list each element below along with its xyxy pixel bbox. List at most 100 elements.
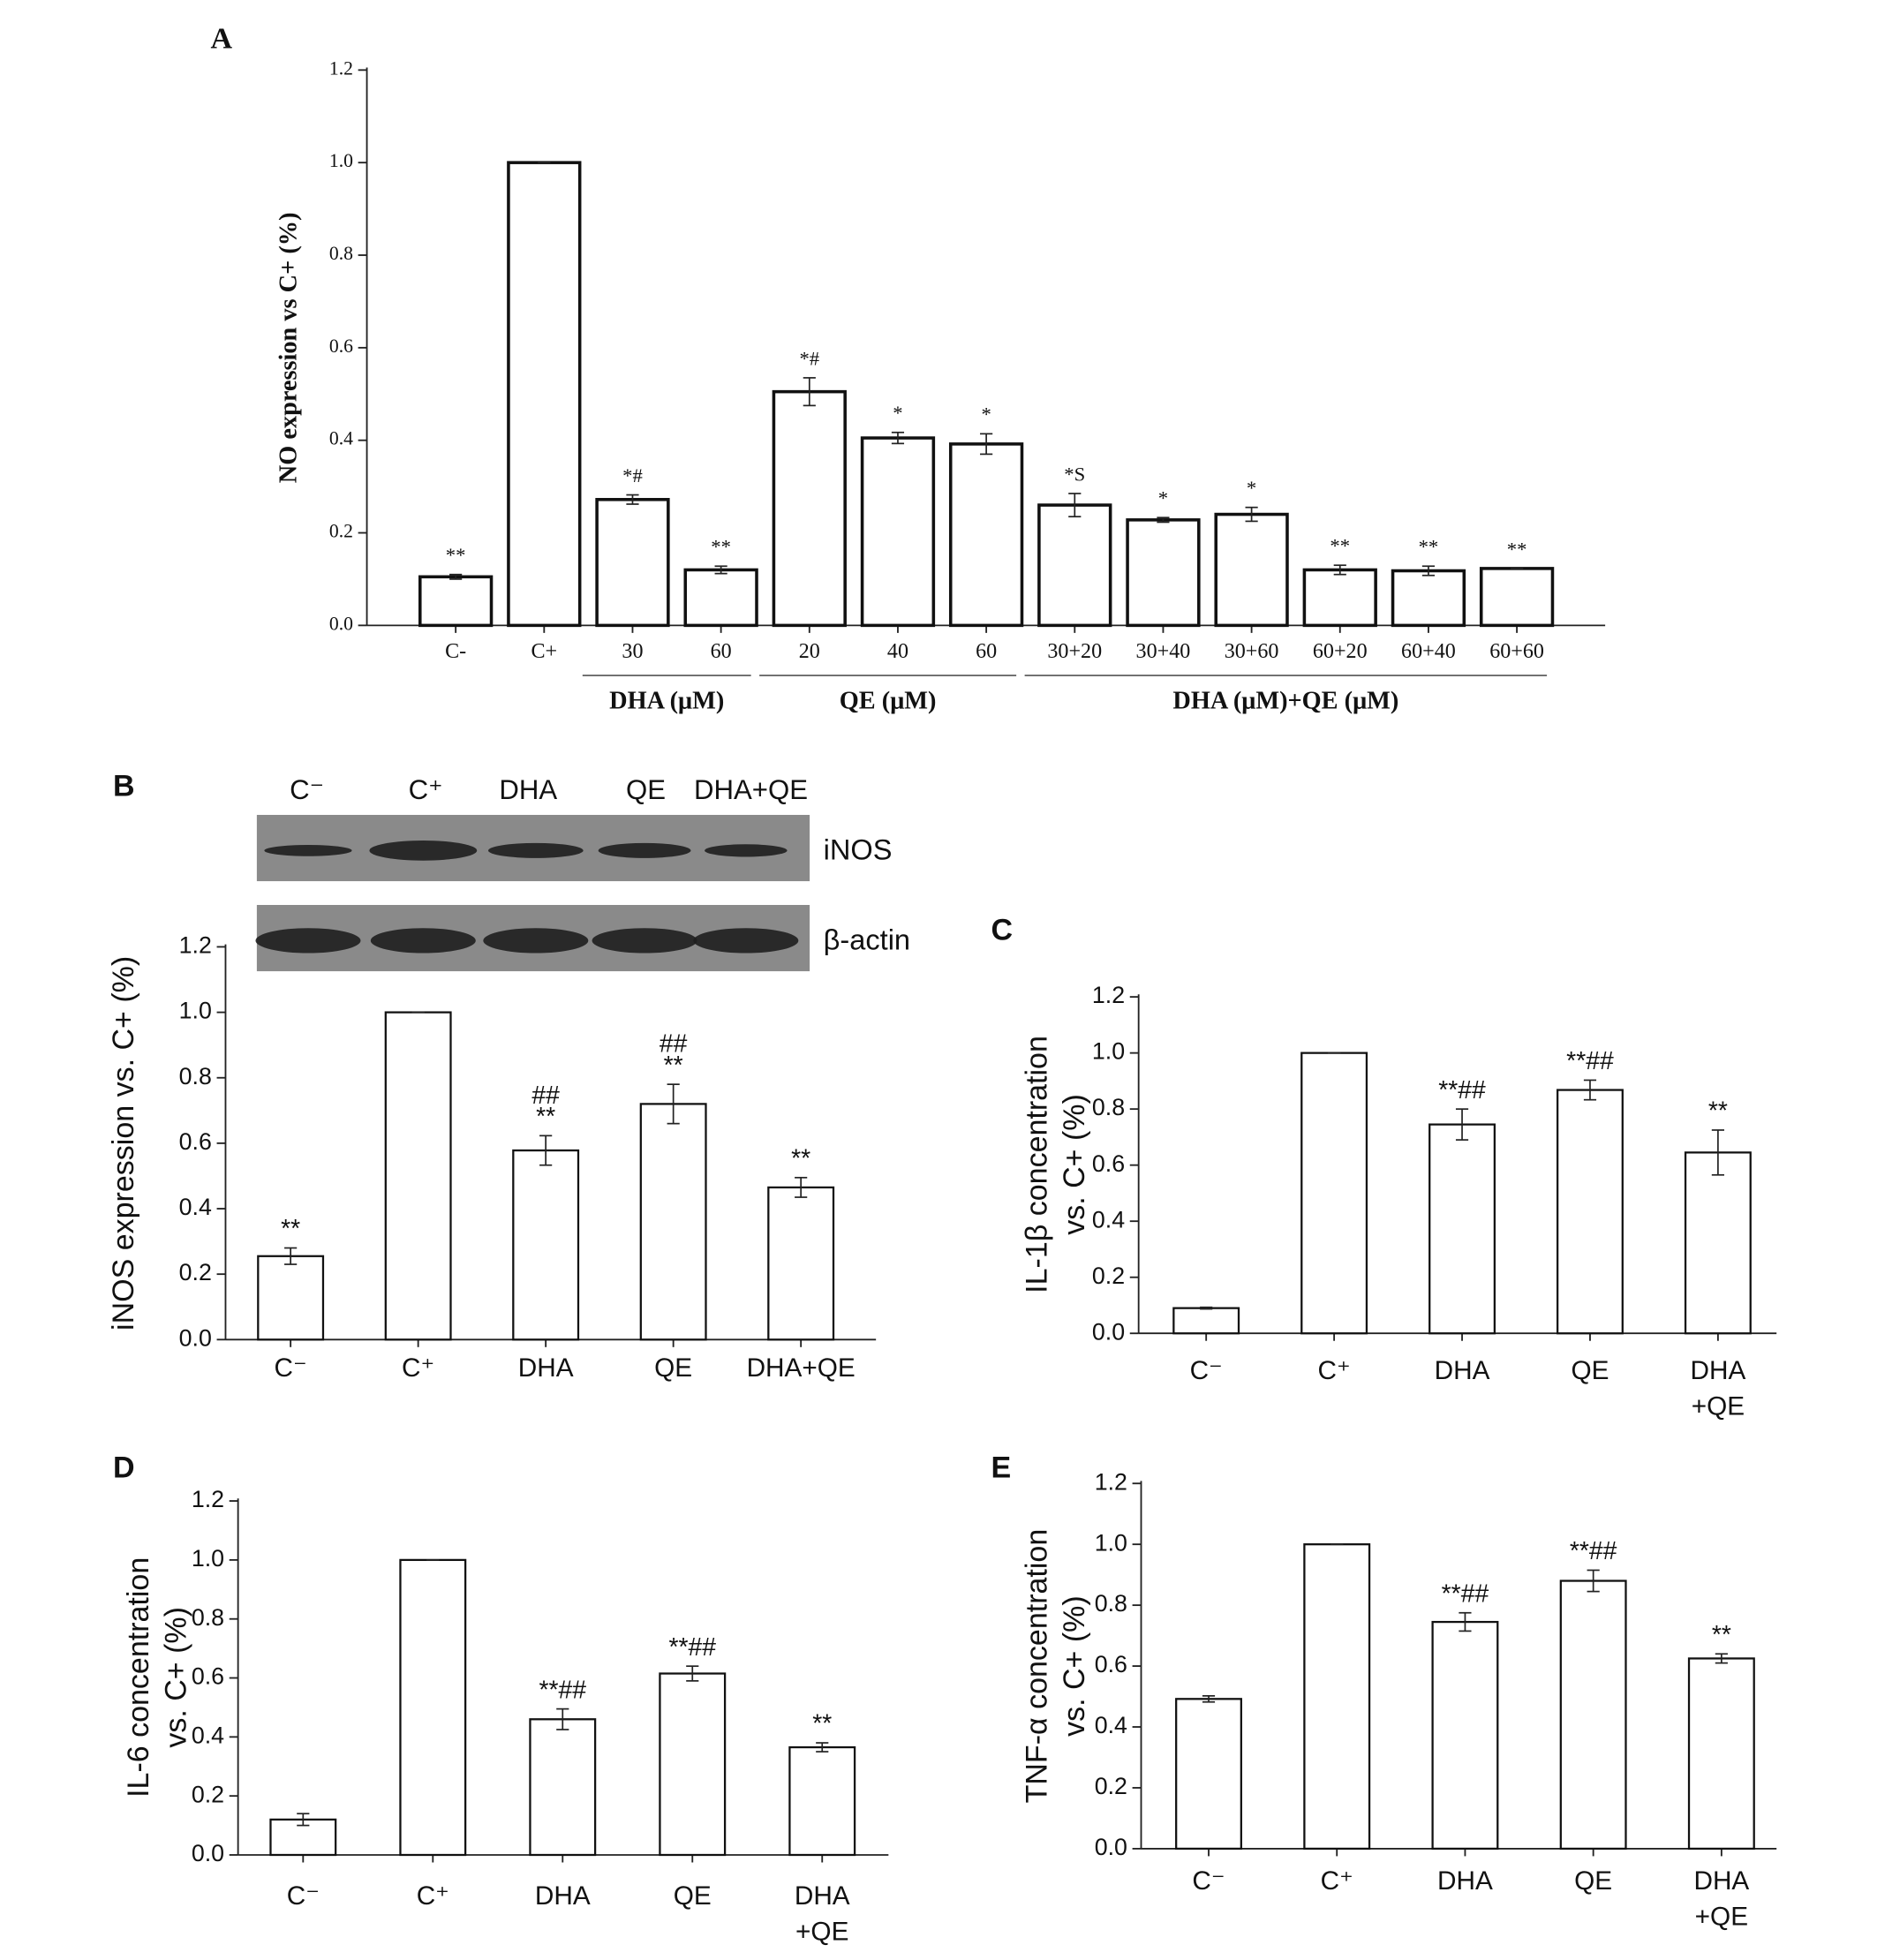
y-tick-label: 0.8 [329, 243, 353, 264]
blot-band [255, 928, 361, 954]
panel-letter: E [991, 1451, 1012, 1485]
bar [512, 1149, 580, 1341]
error-bar [1202, 1695, 1216, 1703]
error-bar [1715, 1653, 1728, 1664]
x-tick-label: QE [1574, 1866, 1612, 1896]
bar [1687, 1657, 1755, 1851]
blot-band [487, 842, 584, 858]
x-tick-label: DHA [1435, 1356, 1490, 1385]
bar [1037, 503, 1112, 628]
error-bar [626, 494, 639, 505]
bar [1126, 518, 1201, 628]
significance-label: ** [812, 1710, 832, 1738]
bar [1428, 1123, 1496, 1335]
y-tick-label: 0.0 [1095, 1834, 1127, 1860]
significance-label: ** [446, 544, 466, 566]
group-label: DHA (μM) [609, 688, 724, 715]
y-tick-label: 0.6 [179, 1128, 212, 1155]
error-bar [1157, 516, 1170, 524]
y-axis-label: IL-6 concentration vs. C+ (%) [122, 1557, 193, 1798]
error-bar [284, 1247, 298, 1265]
y-axis-label-line: vs. C+ (%) [1058, 1595, 1091, 1737]
y-tick-label: 1.2 [1095, 1468, 1127, 1495]
significance-label: **## [1566, 1047, 1614, 1075]
y-tick-label: 0.0 [1092, 1318, 1125, 1345]
y-axis-label-line: IL-1β concentration [1020, 1036, 1053, 1293]
significance-label: ** [1708, 1097, 1728, 1126]
y-axis-label-line: IL-6 concentration [122, 1557, 155, 1798]
x-tick-label: DHA [1437, 1866, 1493, 1896]
blot-lane-label: QE [626, 774, 666, 805]
bar [1559, 1579, 1627, 1851]
bar [1172, 1307, 1240, 1335]
blot-band [369, 841, 478, 861]
significance-label: *# [622, 464, 643, 486]
y-tick-label: 0.4 [1095, 1712, 1127, 1738]
x-tick-label: 60+60 [1489, 640, 1544, 663]
significance-label: ## [660, 1030, 688, 1059]
y-axis-label: iNOS expression vs. C+ (%) [107, 956, 140, 1331]
y-axis-label-line: vs. C+ (%) [160, 1607, 193, 1748]
y-tick-label: 0.8 [179, 1063, 212, 1089]
bar [384, 1011, 452, 1341]
panel-letter: C [991, 913, 1014, 946]
y-tick-label: 0.2 [1092, 1263, 1125, 1289]
y-tick-label: 0.4 [1092, 1206, 1125, 1233]
y-tick-label: 0.0 [329, 613, 353, 634]
bar [1214, 512, 1289, 628]
x-tick-label: C+ [531, 640, 557, 663]
x-tick-label: 40 [887, 640, 908, 663]
x-tick-label: 30+40 [1136, 640, 1191, 663]
x-tick-label-line: +QE [795, 1917, 848, 1946]
y-tick-label: 0.0 [179, 1324, 212, 1351]
error-bar [1583, 1079, 1597, 1101]
x-tick-label-line: DHA [1693, 1866, 1749, 1896]
x-tick-label: C⁻ [1192, 1866, 1225, 1896]
y-tick-label: 0.8 [1092, 1094, 1125, 1120]
bar [1302, 568, 1377, 628]
significance-label: * [1247, 477, 1256, 499]
bar [1391, 569, 1466, 628]
significance-label: ## [531, 1082, 560, 1110]
bar [860, 436, 936, 628]
bar [659, 1672, 727, 1857]
x-tick-label: QE [1571, 1356, 1609, 1385]
x-tick-label: 60 [711, 640, 732, 663]
y-tick-label: 1.0 [329, 150, 353, 171]
x-tick-label: C⁻ [287, 1881, 320, 1911]
x-tick-label: QE [654, 1353, 692, 1383]
y-tick-label: 0.6 [329, 335, 353, 357]
bar [595, 498, 670, 628]
y-tick-label: 0.8 [1095, 1590, 1127, 1617]
y-tick-label: 0.8 [192, 1604, 224, 1631]
x-tick-label: DHA+QE [1690, 1356, 1745, 1421]
x-tick-label: C⁺ [417, 1881, 449, 1911]
x-tick-label: DHA+QE [747, 1353, 856, 1383]
panel-letter: A [210, 23, 232, 56]
x-tick-label: C⁺ [1318, 1356, 1351, 1385]
panel-letter: B [113, 770, 135, 803]
x-tick-label: DHA [518, 1353, 574, 1383]
significance-label: ** [711, 536, 731, 558]
y-tick-label: 1.0 [179, 998, 212, 1024]
bar [1303, 1543, 1371, 1851]
y-axis-label: IL-1β concentration vs. C+ (%) [1020, 1036, 1091, 1293]
error-bar [891, 431, 905, 445]
panel: A NO expression vs C+ (%) 0.0 0.2 0.4 0.6 0.8 1… [210, 23, 1606, 715]
x-tick-label: 20 [799, 640, 820, 663]
x-tick-label: C⁺ [402, 1353, 434, 1383]
panel: E TNF-α concentration vs. C+ (%) 0.0 0.2 0.4 0… [991, 1451, 1777, 1931]
blot-lane-label: DHA [499, 774, 557, 805]
significance-label: **## [668, 1633, 716, 1662]
error-bar [1421, 565, 1436, 577]
x-tick-label-line: DHA [795, 1881, 850, 1911]
error-bar [1333, 564, 1346, 576]
error-bar [980, 433, 993, 456]
significance-label: * [893, 402, 902, 424]
x-tick-label: 60+20 [1313, 640, 1368, 663]
error-bar [667, 1083, 680, 1125]
y-tick-label: 1.2 [329, 57, 353, 79]
y-tick-label: 1.0 [192, 1545, 224, 1572]
blot-band [483, 928, 589, 954]
